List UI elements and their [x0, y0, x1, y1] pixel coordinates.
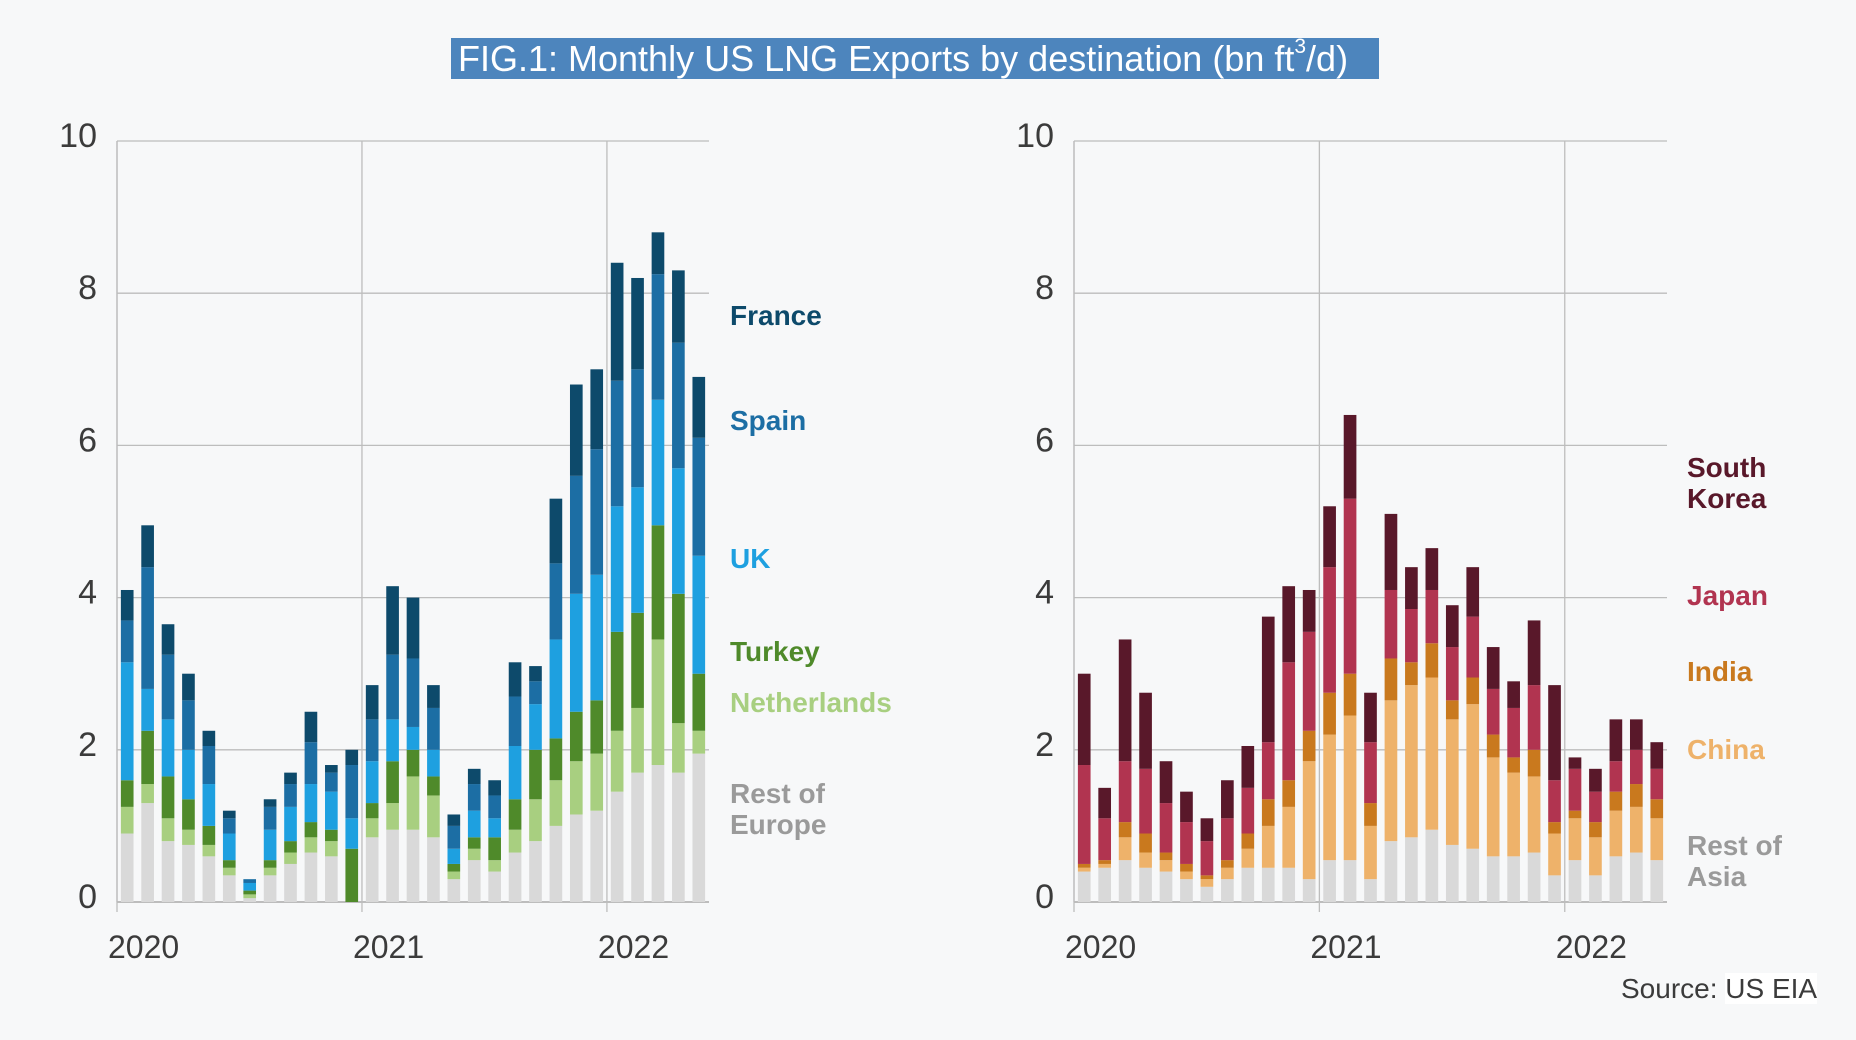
svg-text:6: 6	[1035, 421, 1054, 459]
svg-text:2020: 2020	[1065, 929, 1136, 965]
svg-text:2021: 2021	[1310, 929, 1381, 965]
svg-text:2020: 2020	[108, 929, 179, 965]
svg-text:0: 0	[1035, 878, 1054, 916]
svg-text:8: 8	[1035, 269, 1054, 307]
svg-text:4: 4	[78, 574, 97, 612]
svg-text:2022: 2022	[598, 929, 669, 965]
svg-text:6: 6	[78, 421, 97, 459]
svg-text:2: 2	[78, 726, 97, 764]
svg-text:10: 10	[1016, 117, 1054, 155]
svg-text:8: 8	[78, 269, 97, 307]
svg-text:4: 4	[1035, 574, 1054, 612]
svg-text:2022: 2022	[1556, 929, 1627, 965]
svg-text:10: 10	[59, 117, 97, 155]
svg-text:0: 0	[78, 878, 97, 916]
svg-text:2: 2	[1035, 726, 1054, 764]
svg-text:2021: 2021	[353, 929, 424, 965]
